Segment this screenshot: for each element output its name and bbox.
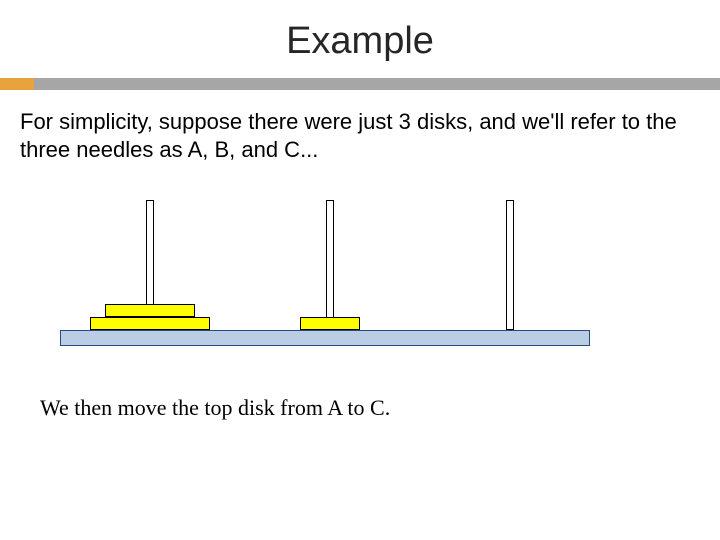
intro-text: For simplicity, suppose there were just … (20, 108, 680, 163)
title-divider (0, 78, 720, 90)
hanoi-diagram (60, 200, 590, 360)
disk (90, 317, 210, 330)
accent-block (0, 78, 34, 90)
caption-text: We then move the top disk from A to C. (40, 395, 390, 421)
slide: Example For simplicity, suppose there we… (0, 0, 720, 540)
page-title: Example (0, 20, 720, 63)
disk (105, 304, 195, 317)
needle (326, 200, 334, 330)
needle (506, 200, 514, 330)
divider-bar (34, 78, 720, 90)
disk (300, 317, 360, 330)
base-platform (60, 330, 590, 346)
